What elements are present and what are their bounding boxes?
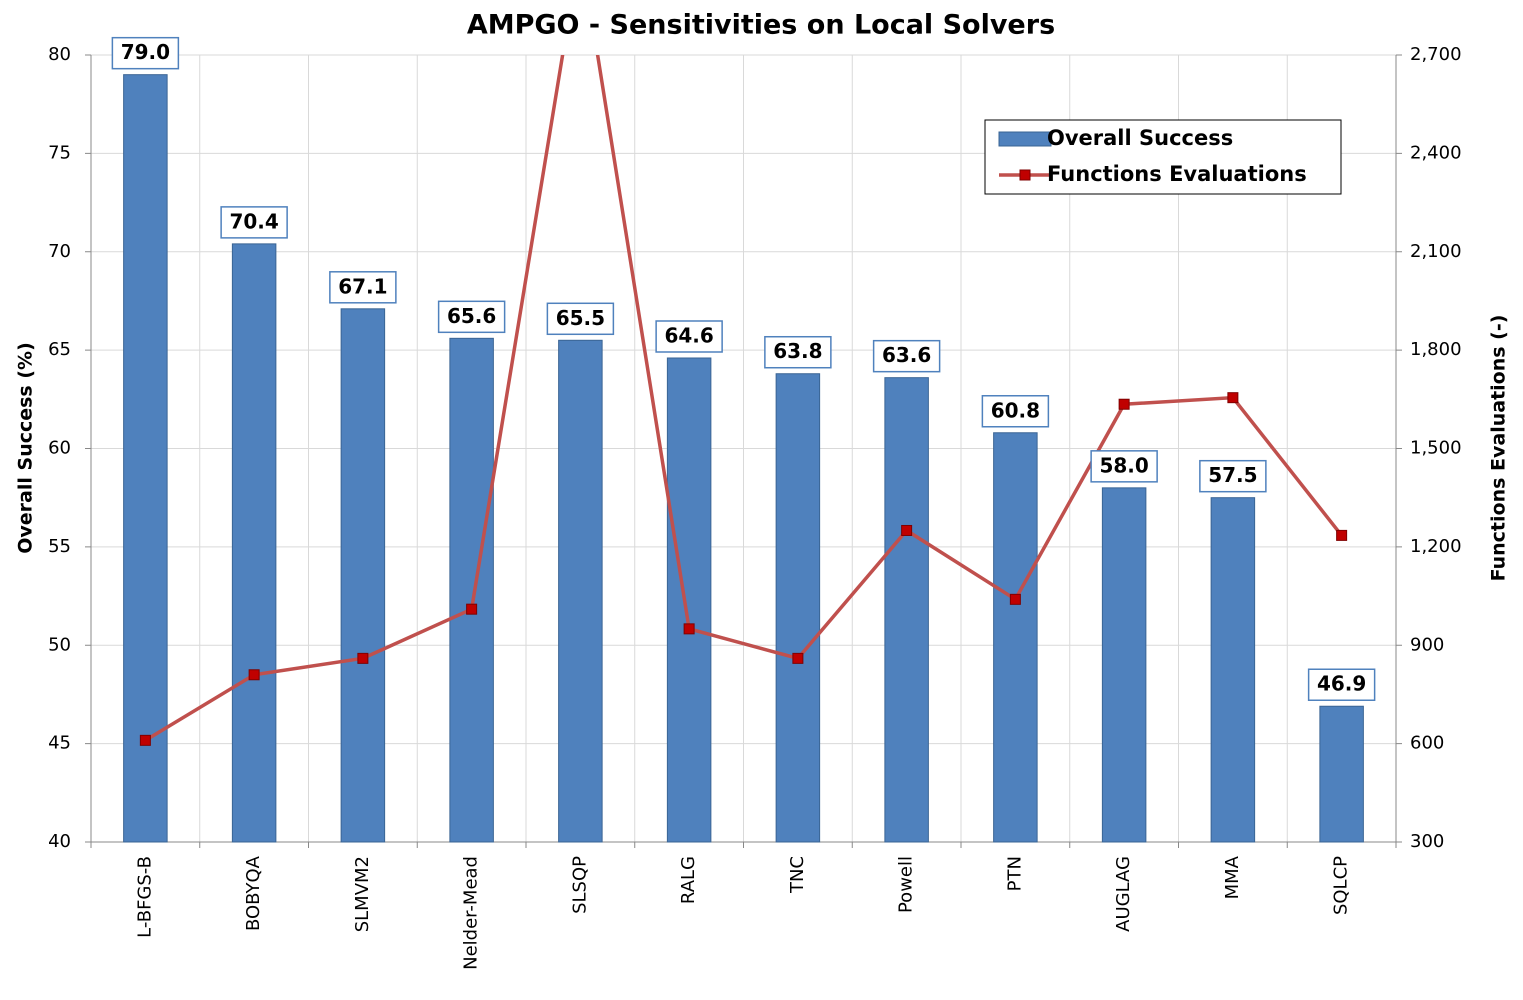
data-label-box — [329, 271, 397, 304]
bar — [558, 339, 603, 843]
data-label-box — [764, 335, 832, 369]
y-tick-label: 60 — [48, 438, 71, 459]
data-label: 79.0 — [111, 36, 180, 70]
data-label-box — [1199, 459, 1267, 493]
data-label-text: 63.6 — [882, 343, 931, 367]
data-label-text: 60.8 — [991, 398, 1040, 422]
y-tick-label: 50 — [48, 634, 71, 655]
x-tick-label: SLSQP — [569, 856, 590, 914]
y2-tick-label: 2,400 — [1410, 142, 1462, 163]
x-tick-label: RALG — [678, 856, 699, 904]
line-marker — [1336, 529, 1348, 541]
line-marker — [357, 652, 369, 664]
data-label-text: 57.5 — [1208, 463, 1257, 487]
bar — [123, 74, 168, 843]
y-tick-label: 75 — [48, 142, 71, 163]
bar — [449, 337, 494, 843]
data-label-box — [1307, 668, 1376, 701]
bar — [1319, 705, 1364, 843]
line-marker — [901, 524, 913, 536]
y2-tick-label: 2,100 — [1410, 241, 1462, 262]
y2-tick-label: 1,200 — [1410, 536, 1462, 557]
legend-label: Functions Evaluations — [1047, 162, 1307, 186]
line-series — [139, 55, 1348, 746]
data-label: 58.0 — [1090, 450, 1158, 483]
data-label-text: 46.9 — [1317, 672, 1366, 696]
y2-tick-label: 300 — [1410, 831, 1444, 852]
legend-label: Overall Success — [1047, 126, 1233, 150]
bar — [884, 377, 929, 843]
x-tick-label: Powell — [896, 856, 917, 913]
data-label-box — [220, 206, 288, 239]
line-marker — [466, 603, 478, 615]
x-tick-label: Nelder-Mead — [461, 856, 482, 970]
y2-tick-label: 900 — [1410, 634, 1444, 655]
data-label-text: 70.4 — [229, 209, 278, 233]
data-label: 67.1 — [329, 271, 397, 304]
y-tick-label: 65 — [48, 339, 71, 360]
data-label: 70.4 — [220, 206, 288, 239]
data-label: 57.5 — [1199, 459, 1267, 493]
data-label: 64.6 — [655, 320, 723, 353]
x-tick-label: AUGLAG — [1113, 856, 1134, 932]
legend-marker — [1019, 169, 1031, 181]
line-marker — [683, 623, 695, 635]
data-label-box — [872, 339, 941, 373]
y2-tick-label: 600 — [1410, 733, 1444, 754]
line-marker — [1227, 392, 1239, 404]
y2-axis-label: Functions Evaluations (-) — [1488, 315, 1510, 582]
data-label-text: 65.6 — [447, 304, 496, 328]
x-tick-label: PTN — [1004, 856, 1025, 891]
line-marker — [1118, 398, 1130, 410]
bar — [1101, 487, 1147, 843]
y2-tick-label: 1,800 — [1410, 339, 1462, 360]
x-tick-label: SLMVM2 — [352, 856, 373, 932]
data-label: 65.5 — [546, 302, 615, 336]
bar — [775, 373, 821, 843]
data-label-text: 58.0 — [1099, 453, 1148, 477]
line-marker — [248, 669, 260, 681]
x-tick-label: TNC — [787, 856, 808, 894]
y-tick-label: 55 — [48, 536, 71, 557]
line-marker — [792, 652, 804, 664]
legend-swatch — [998, 131, 1052, 147]
data-label-box — [111, 36, 180, 70]
y-axis-label: Overall Success (%) — [15, 342, 37, 554]
data-label-box — [1090, 450, 1158, 483]
data-label: 63.8 — [764, 335, 832, 369]
bar — [340, 308, 386, 843]
data-label-box — [655, 320, 723, 353]
y-tick-label: 40 — [48, 831, 71, 852]
data-label: 65.6 — [437, 300, 506, 334]
data-label: 60.8 — [981, 395, 1050, 428]
data-label-text: 63.8 — [773, 339, 822, 363]
bar — [666, 357, 712, 843]
x-tick-label: MMA — [1222, 855, 1243, 899]
y-tick-label: 70 — [48, 241, 71, 262]
data-label-text: 79.0 — [121, 40, 170, 64]
bar — [1210, 497, 1256, 843]
bar — [231, 243, 277, 843]
data-label-text: 64.6 — [664, 323, 713, 347]
data-label-box — [546, 302, 615, 336]
x-tick-label: L-BFGS-B — [134, 856, 155, 938]
data-label: 63.6 — [872, 339, 941, 373]
line-marker — [1009, 593, 1021, 605]
line-marker — [139, 734, 151, 746]
line — [144, 55, 1344, 742]
y2-tick-label: 2,700 — [1410, 44, 1462, 65]
data-label: 46.9 — [1307, 668, 1376, 701]
bar — [993, 432, 1038, 843]
x-tick-label: BOBYQA — [243, 855, 264, 931]
chart-title: AMPGO - Sensitivities on Local Solvers — [467, 10, 1055, 41]
data-label-text: 65.5 — [556, 306, 605, 330]
y-tick-label: 80 — [48, 44, 71, 65]
data-label-box — [981, 395, 1050, 428]
x-tick-label: SQLCP — [1331, 856, 1352, 915]
data-label-box — [437, 300, 506, 334]
y2-tick-label: 1,500 — [1410, 438, 1462, 459]
data-label-text: 67.1 — [338, 274, 387, 298]
y-tick-label: 45 — [48, 733, 71, 754]
